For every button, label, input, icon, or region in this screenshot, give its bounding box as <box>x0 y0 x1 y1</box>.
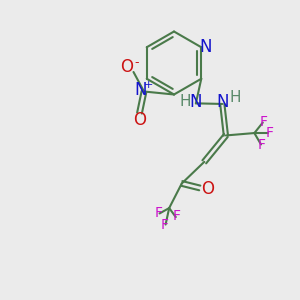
Text: -: - <box>134 56 139 70</box>
Text: F: F <box>266 126 274 140</box>
Text: F: F <box>258 138 266 152</box>
Text: F: F <box>155 206 163 220</box>
Text: O: O <box>120 58 134 76</box>
Text: N: N <box>217 93 229 111</box>
Text: H: H <box>180 94 191 110</box>
Text: N: N <box>190 93 202 111</box>
Text: F: F <box>161 218 169 233</box>
Text: H: H <box>230 90 241 105</box>
Text: O: O <box>201 180 214 198</box>
Text: +: + <box>144 80 153 90</box>
Text: F: F <box>173 209 181 224</box>
Text: N: N <box>134 81 147 99</box>
Text: O: O <box>133 111 146 129</box>
Text: F: F <box>260 115 268 129</box>
Text: N: N <box>200 38 212 56</box>
